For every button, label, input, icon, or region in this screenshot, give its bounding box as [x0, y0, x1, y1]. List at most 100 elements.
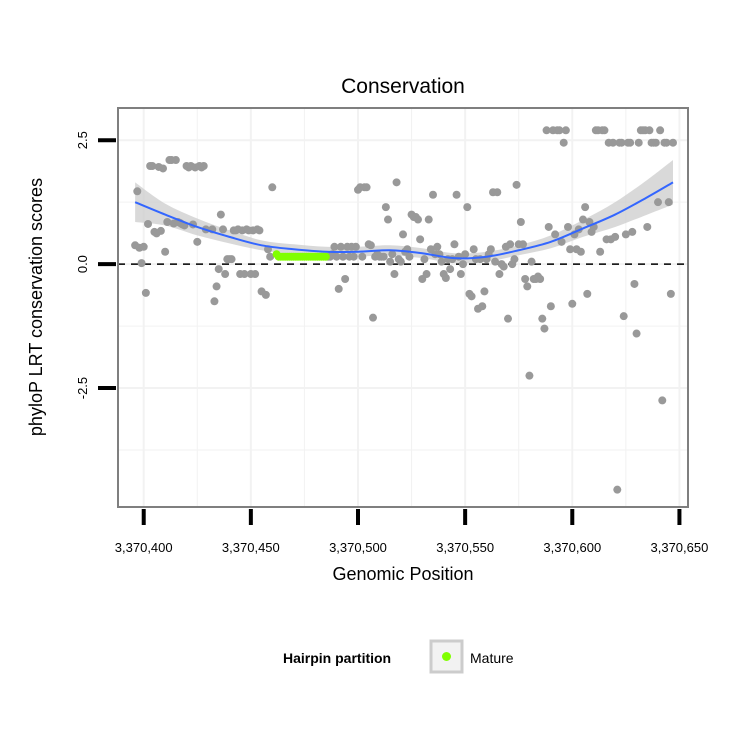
data-point [459, 260, 467, 269]
data-point [349, 252, 358, 261]
data-point [441, 274, 450, 283]
data-point [613, 485, 622, 494]
data-point [609, 138, 617, 147]
smooth-fit-layer [134, 181, 674, 260]
data-point [491, 257, 500, 266]
data-point [544, 222, 553, 231]
data-point [388, 250, 397, 259]
data-point [540, 324, 549, 333]
data-point [495, 270, 504, 279]
data-point [499, 262, 508, 271]
data-point [662, 138, 671, 147]
points-layer [131, 126, 677, 494]
data-point [384, 215, 392, 224]
data-point [504, 314, 512, 323]
data-point [212, 282, 221, 291]
data-point [261, 290, 270, 299]
data-point [521, 275, 530, 283]
data-point [330, 242, 339, 251]
data-point [669, 138, 677, 147]
data-point [542, 126, 551, 135]
data-point [510, 255, 519, 264]
data-point [219, 225, 227, 234]
data-point [193, 237, 202, 246]
data-point [446, 265, 455, 274]
data-point [332, 252, 341, 261]
data-point [161, 247, 170, 256]
y-tick-label: 0.0 [75, 255, 90, 273]
data-point [390, 270, 399, 279]
data-point [568, 299, 577, 308]
data-point [358, 252, 367, 261]
data-point [416, 235, 425, 244]
data-point [334, 284, 343, 293]
data-point [632, 329, 641, 338]
data-point [658, 396, 667, 405]
legend-key-box [429, 639, 464, 674]
data-point [433, 242, 442, 251]
data-point [645, 126, 654, 135]
data-point [456, 270, 465, 279]
data-point [414, 215, 422, 224]
data-point [339, 252, 347, 261]
data-point [579, 215, 587, 224]
data-point [559, 138, 568, 147]
legend: Hairpin partition Mature [283, 639, 514, 674]
data-point [557, 237, 566, 246]
data-point [362, 183, 371, 192]
x-tick-label: 3,370,450 [222, 540, 280, 555]
data-point [519, 240, 527, 249]
x-axis-ticks: 3,370,400 3,370,450 3,370,500 3,370,550 3,37… [115, 509, 708, 555]
data-point [546, 302, 555, 311]
data-point [634, 138, 643, 147]
data-point [144, 219, 152, 228]
x-tick-label: 3,370,500 [329, 540, 387, 555]
data-point [664, 198, 673, 207]
data-point [561, 126, 570, 135]
data-point [381, 203, 390, 212]
data-point [424, 215, 433, 224]
data-point [564, 222, 572, 231]
data-point [467, 292, 476, 301]
data-point [266, 252, 275, 261]
data-point [461, 250, 470, 259]
mature-point [321, 252, 330, 261]
data-point [221, 270, 230, 279]
x-axis-title: Genomic Position [332, 564, 473, 584]
y-axis-title: phyloP LRT conservation scores [26, 178, 46, 436]
data-point [137, 259, 146, 268]
data-point [379, 252, 388, 261]
legend-title: Hairpin partition [283, 650, 391, 666]
data-point [566, 245, 575, 254]
data-point [437, 257, 446, 266]
data-point [392, 178, 401, 187]
data-point [619, 312, 628, 321]
data-point [227, 255, 236, 264]
data-point [643, 222, 652, 231]
data-point [199, 161, 208, 170]
data-point [139, 242, 148, 251]
plot-panel-border [117, 107, 689, 508]
data-point [159, 164, 167, 173]
chart-title: Conservation [341, 75, 465, 98]
data-point [656, 126, 665, 135]
grid-lines [118, 108, 688, 507]
data-point [351, 242, 360, 251]
data-point [216, 210, 225, 219]
y-tick-label: 2.5 [75, 131, 90, 149]
data-point [429, 190, 437, 199]
y-tick-label: -2.5 [75, 377, 90, 399]
data-point [336, 242, 345, 251]
data-point [536, 275, 545, 283]
data-point [621, 230, 630, 239]
data-point [369, 313, 377, 322]
data-point [486, 245, 495, 254]
data-point [480, 287, 489, 296]
data-point [148, 161, 157, 170]
smooth-fit-line [134, 181, 674, 260]
data-point [396, 257, 405, 266]
data-point [133, 187, 142, 196]
data-point [255, 226, 264, 235]
data-point [630, 279, 639, 288]
data-point [240, 270, 249, 279]
